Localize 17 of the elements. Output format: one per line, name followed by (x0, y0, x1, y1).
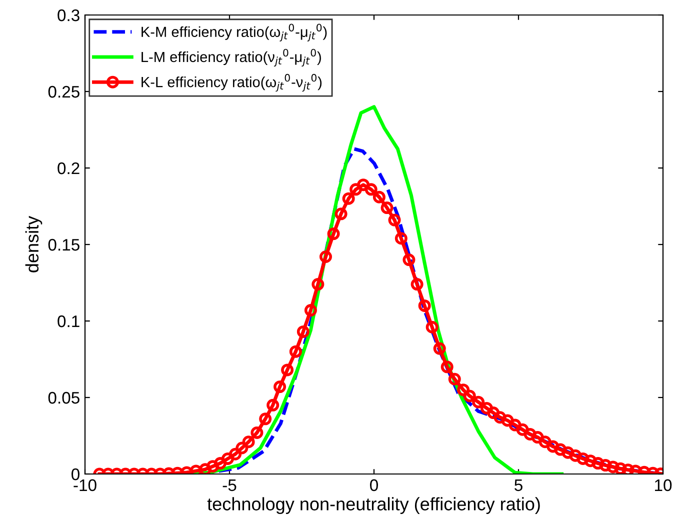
y-tick-label: 0.15 (48, 238, 80, 251)
y-tick-label: 0.2 (58, 162, 80, 174)
legend-label: K-M efficiency ratio(ω$_{jt}$$^{0}$-μ$_{jt}$$^{0}$) (142, 24, 327, 42)
x-axis-title: technology non-neutrality (efficiency ratio) (207, 497, 540, 514)
x-tick-label: 10 (655, 479, 672, 492)
x-tick-label: -10 (74, 479, 96, 492)
y-tick-label: 0.3 (58, 9, 80, 22)
x-tick-label: 0 (370, 479, 378, 492)
y-tick-label: 0.25 (48, 86, 80, 98)
y-tick-label: 0.1 (58, 315, 80, 328)
x-tick-label: 5 (514, 479, 522, 492)
x-tick-label: -5 (222, 479, 236, 492)
legend-label: K-L efficiency ratio(ω$_{jt}$$^{0}$-ν$_{jt}$$^{0}$) (142, 74, 322, 92)
y-tick-label: 0 (72, 468, 80, 480)
y-tick-label: 0.05 (48, 392, 80, 404)
y-axis-title: density (25, 216, 42, 272)
legend-label: L-M efficiency ratio(ν$_{jt}$$^{0}$-μ$_{jt}$$^{0}$) (142, 48, 321, 67)
